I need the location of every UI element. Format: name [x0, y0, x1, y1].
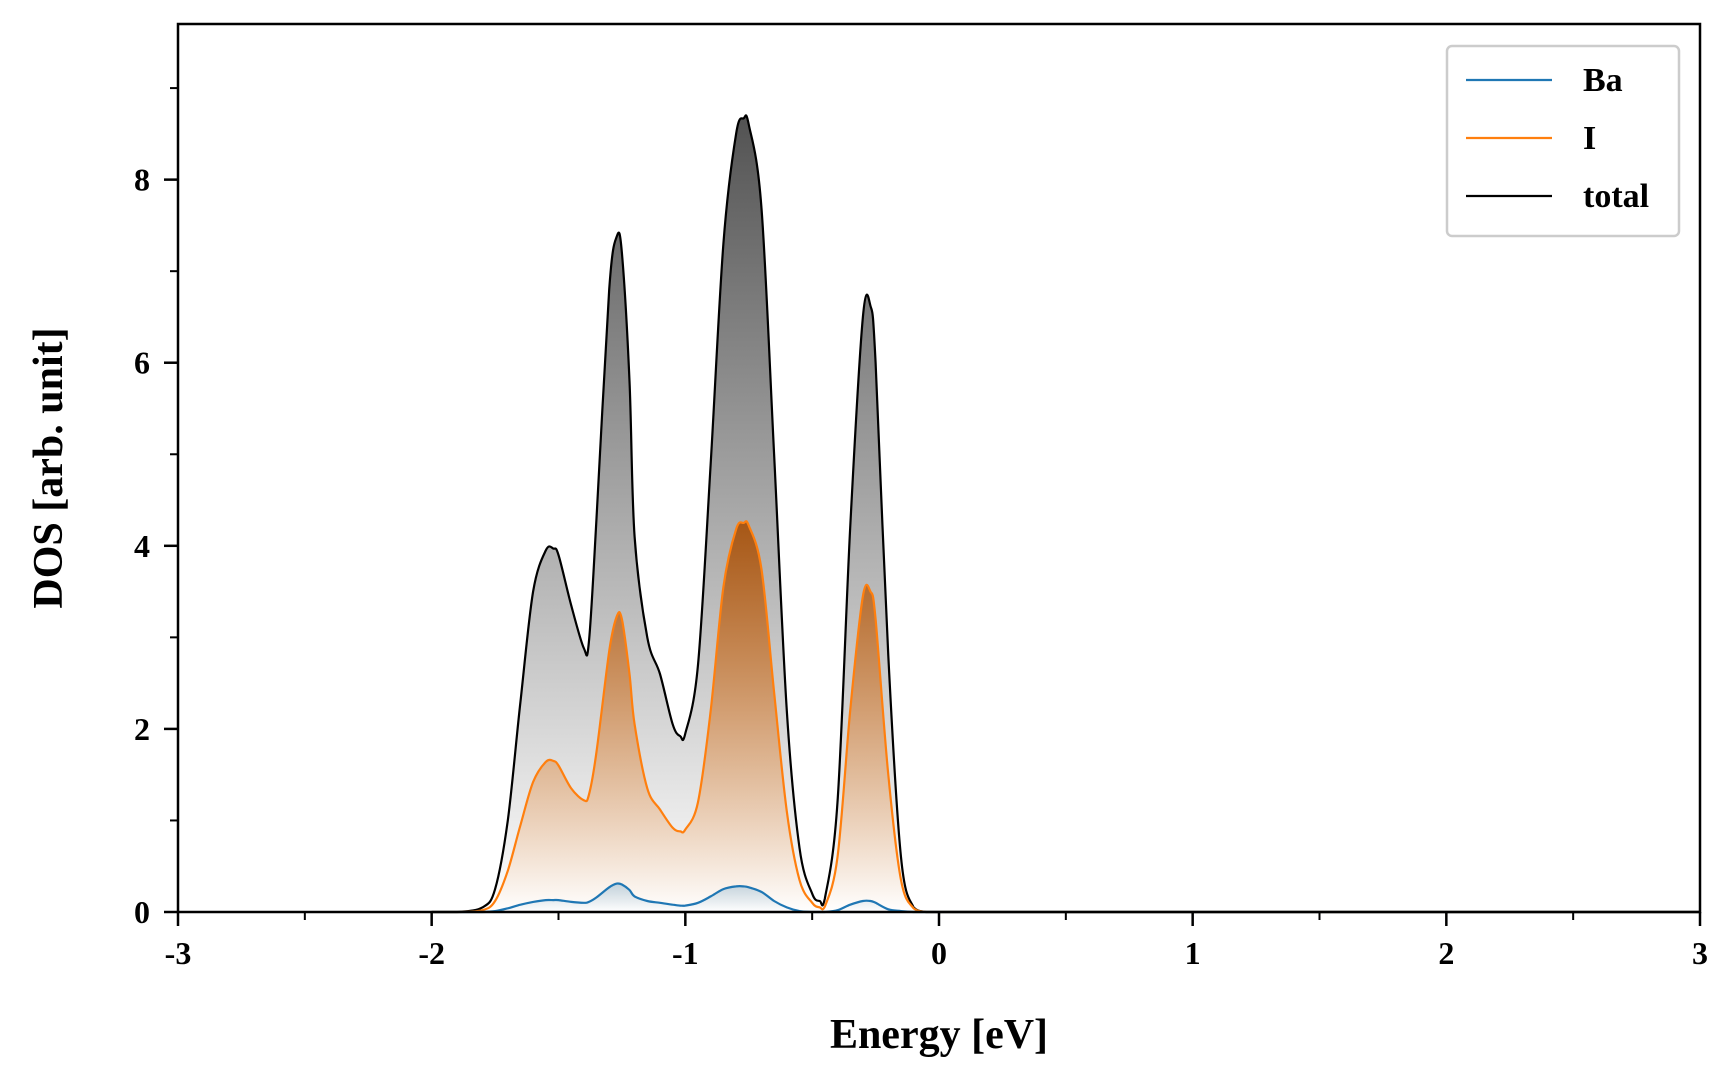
y-axis-title: DOS [arb. unit]	[26, 327, 72, 608]
x-tick-label: 0	[931, 935, 947, 971]
x-tick-label: -2	[418, 935, 445, 971]
legend-label-total: total	[1583, 178, 1649, 215]
y-tick-label: 4	[134, 528, 150, 564]
fill-i	[431, 521, 1701, 912]
fill-ba	[431, 883, 1701, 912]
axis-ticks	[164, 87, 1702, 926]
x-axis-title: Energy [eV]	[830, 1012, 1048, 1058]
legend-label-i: I	[1583, 120, 1596, 157]
y-tick-label: 0	[134, 894, 150, 930]
y-tick-label: 8	[134, 162, 150, 198]
y-tick-label: 2	[134, 711, 150, 747]
legend-label-ba: Ba	[1583, 62, 1623, 99]
x-tick-label: 1	[1185, 935, 1201, 971]
series-fills	[431, 115, 1701, 912]
tick-labels: -3 -2 -1 0 1 2 3 0 2 4 6 8	[134, 162, 1708, 971]
series-line-total	[431, 114, 1700, 914]
x-tick-label: 2	[1438, 935, 1454, 971]
y-tick-label: 6	[134, 345, 150, 381]
legend-box	[1445, 44, 1681, 238]
x-tick-label: -3	[165, 935, 192, 971]
x-tick-label: -1	[672, 935, 699, 971]
x-tick-label: 3	[1692, 935, 1708, 971]
